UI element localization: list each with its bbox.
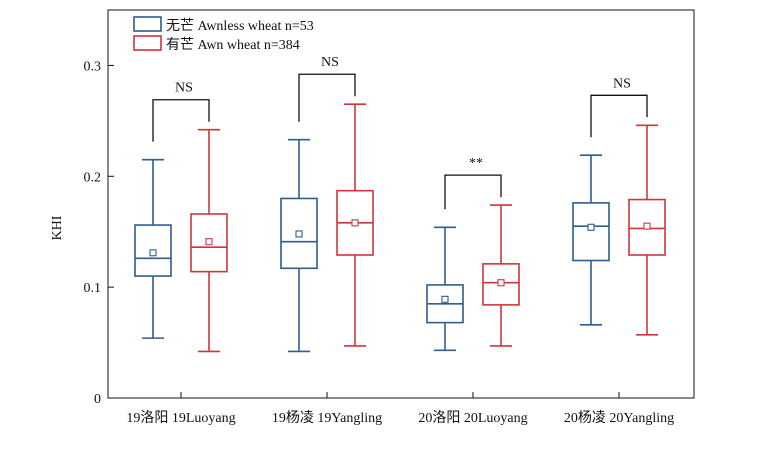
iqr-box <box>628 198 666 256</box>
mean-marker <box>587 223 595 231</box>
legend-label: 有芒 Awn wheat n=384 <box>166 37 300 53</box>
box-awn-2 <box>336 103 374 347</box>
significance-label: ** <box>469 156 483 171</box>
box-awnless-2 <box>280 138 318 353</box>
mean-marker <box>205 238 213 246</box>
significance-bracket-3: ** <box>444 156 502 210</box>
bracket-line <box>298 73 356 122</box>
bracket-line <box>444 174 502 210</box>
mean-marker <box>149 249 157 257</box>
significance-bracket-2: NS <box>298 55 356 122</box>
mean-marker <box>441 295 449 303</box>
mean-marker <box>497 279 505 287</box>
iqr-box <box>134 224 172 277</box>
mean-marker <box>643 222 651 230</box>
box-awn-3 <box>482 204 520 347</box>
mean-marker <box>351 219 359 227</box>
x-category-label: 19洛阳 19Luoyang <box>126 410 235 426</box>
box-awn-4 <box>628 124 666 336</box>
y-axis-title: KHI <box>50 215 65 240</box>
iqr-box <box>190 213 228 273</box>
iqr-box <box>482 263 520 306</box>
x-category-label: 20洛阳 20Luoyang <box>418 410 527 426</box>
y-tick-label: 0 <box>94 392 101 407</box>
y-tick-label: 0.2 <box>84 170 102 185</box>
box-awnless-4 <box>572 154 610 326</box>
significance-label: NS <box>613 76 631 91</box>
legend-label: 无芒 Awnless wheat n=53 <box>166 18 314 34</box>
legend-swatch <box>133 16 162 32</box>
significance-bracket-4: NS <box>590 76 648 138</box>
y-tick-label: 0.3 <box>84 59 102 74</box>
box-awn-1 <box>190 128 228 353</box>
legend-entry-1: 无芒 Awnless wheat n=53 <box>133 16 314 34</box>
plot-frame <box>107 9 695 399</box>
bracket-line <box>152 99 210 142</box>
iqr-box <box>280 197 318 270</box>
significance-bracket-1: NS <box>152 81 210 142</box>
x-category-label: 20杨凌 20Yangling <box>564 410 674 426</box>
bracket-line <box>590 94 648 138</box>
significance-label: NS <box>321 55 339 70</box>
box-awnless-1 <box>134 158 172 339</box>
significance-label: NS <box>175 81 193 96</box>
y-tick-label: 0.1 <box>84 281 102 296</box>
legend-entry-2: 有芒 Awn wheat n=384 <box>133 35 300 53</box>
box-awnless-3 <box>426 226 464 352</box>
mean-marker <box>295 230 303 238</box>
legend-swatch <box>133 35 162 51</box>
iqr-box <box>572 202 610 262</box>
x-category-label: 19杨凌 19Yangling <box>272 410 382 426</box>
